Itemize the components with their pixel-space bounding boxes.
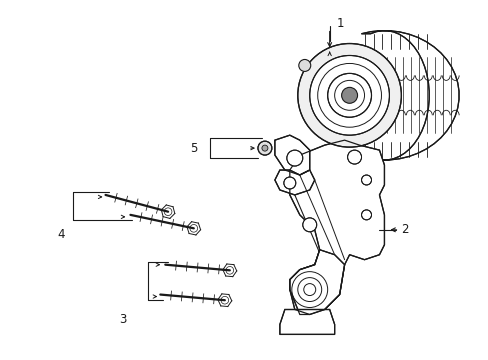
Text: 4: 4 [57, 228, 64, 241]
Polygon shape [289, 250, 344, 315]
Circle shape [302, 218, 316, 232]
Circle shape [341, 87, 357, 103]
Polygon shape [361, 31, 458, 160]
Circle shape [309, 55, 388, 135]
Circle shape [262, 145, 267, 151]
Polygon shape [274, 170, 314, 195]
Circle shape [361, 175, 371, 185]
Polygon shape [274, 135, 309, 175]
Circle shape [298, 59, 310, 71]
Circle shape [283, 177, 295, 189]
Circle shape [327, 73, 371, 117]
Circle shape [297, 44, 401, 147]
Text: 1: 1 [336, 17, 344, 30]
Text: 2: 2 [401, 223, 408, 236]
Polygon shape [289, 140, 384, 315]
Circle shape [258, 141, 271, 155]
Circle shape [286, 150, 302, 166]
Circle shape [347, 150, 361, 164]
Text: 3: 3 [119, 313, 126, 326]
Polygon shape [279, 310, 334, 334]
Circle shape [361, 210, 371, 220]
Text: 5: 5 [189, 141, 197, 155]
